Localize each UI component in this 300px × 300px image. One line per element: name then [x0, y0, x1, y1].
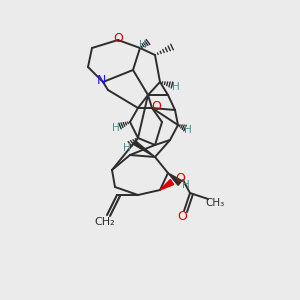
Text: O: O — [175, 172, 185, 184]
Text: O: O — [113, 32, 123, 44]
Text: H: H — [172, 82, 180, 92]
Text: O: O — [151, 100, 161, 112]
Text: H: H — [112, 123, 120, 133]
Text: H: H — [139, 40, 147, 50]
Polygon shape — [134, 141, 155, 157]
Text: CH₂: CH₂ — [95, 217, 115, 227]
Text: CH₃: CH₃ — [206, 198, 225, 208]
Text: N: N — [96, 74, 106, 88]
Text: H: H — [182, 180, 190, 190]
Text: H: H — [123, 143, 131, 153]
Text: O: O — [177, 211, 187, 224]
Polygon shape — [160, 179, 174, 190]
Polygon shape — [168, 173, 182, 185]
Text: H: H — [184, 125, 192, 135]
